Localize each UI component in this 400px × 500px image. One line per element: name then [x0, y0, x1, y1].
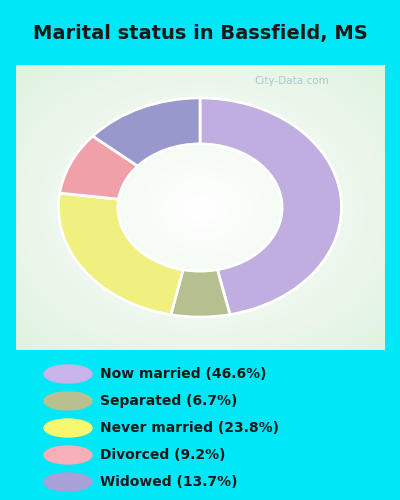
Wedge shape [93, 98, 200, 166]
Circle shape [44, 473, 92, 491]
Circle shape [44, 392, 92, 410]
Circle shape [44, 365, 92, 383]
Text: Now married (46.6%): Now married (46.6%) [100, 367, 266, 381]
Text: City-Data.com: City-Data.com [255, 76, 329, 86]
Text: Marital status in Bassfield, MS: Marital status in Bassfield, MS [33, 24, 367, 42]
Circle shape [44, 446, 92, 464]
Text: Divorced (9.2%): Divorced (9.2%) [100, 448, 226, 462]
Text: Separated (6.7%): Separated (6.7%) [100, 394, 237, 408]
Text: Never married (23.8%): Never married (23.8%) [100, 421, 279, 435]
Wedge shape [200, 98, 342, 314]
Circle shape [44, 419, 92, 437]
Wedge shape [58, 193, 183, 315]
Wedge shape [171, 270, 230, 317]
Text: Widowed (13.7%): Widowed (13.7%) [100, 475, 238, 489]
Wedge shape [60, 136, 138, 199]
